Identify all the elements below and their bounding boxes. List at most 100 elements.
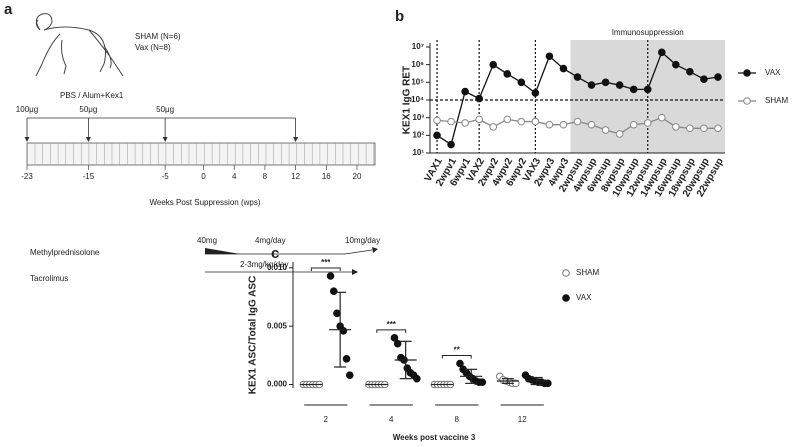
data-point [672,123,680,131]
x-tick-label: 12 [518,415,527,424]
data-point [714,124,722,133]
data-point [461,87,469,96]
data-point [643,85,652,94]
arrow-head [85,137,91,142]
data-point [478,378,487,386]
arrow-head [162,137,168,142]
data-point [545,52,554,61]
data-point [544,379,552,388]
drug-dose: 10mg/day [345,236,380,245]
dose-label: 50μg [156,105,174,114]
data-point [456,359,464,368]
y-tick-label: 10⁶ [411,60,424,69]
group-label: Vax (N=8) [135,43,171,52]
data-point [393,339,402,348]
data-point [615,81,624,89]
y-tick-label: 10⁴ [411,95,424,104]
timeline-box [26,142,376,166]
legend-marker [562,294,570,302]
y-tick-label: 10² [412,130,424,139]
data-point [686,124,694,133]
data-point [587,81,596,89]
data-point [326,272,335,280]
timeline-tick-label: 20 [353,172,362,181]
drug-name: Methylprednisolone [30,248,100,257]
shade-label: Immunosuppression [612,28,684,37]
data-point [573,73,582,81]
significance-bracket [310,267,341,271]
x-tick-label: 4 [389,415,394,424]
y-tick-label: 10⁵ [411,77,424,86]
drug-dose: 40mg [197,236,217,245]
treatment-label: PBS / Alum+Kex1 [60,91,124,100]
data-point [601,126,610,134]
legend-label: VAX [765,68,781,77]
taper-icon [205,248,240,254]
data-point [531,89,540,97]
y-tick-label: 0.005 [267,321,288,330]
data-point [629,85,638,94]
panel-label: b [395,8,404,25]
data-point [390,334,399,342]
data-point [573,117,582,126]
arrow-head [293,137,299,142]
data-point [489,123,498,131]
data-point [345,371,354,379]
monkey-icon [35,13,124,77]
data-point [433,131,441,140]
dose-label: 50μg [79,105,97,114]
data-point [686,67,694,76]
data-point [339,327,348,335]
data-point [461,119,469,127]
drug-dose: 4mg/day [255,236,286,245]
timeline-grid [34,143,375,165]
data-point [433,116,441,125]
data-point [475,115,483,124]
data-point [447,117,455,126]
data-point [587,120,596,129]
y-axis-label: KEX1 ASC/Total IgG ASC [248,276,259,395]
significance-bracket [441,355,472,359]
data-point [615,130,624,138]
significance-label: *** [321,258,331,267]
data-point [657,48,666,57]
y-tick-label: 0.010 [267,263,288,272]
drug-line [344,249,373,255]
legend-label: SHAM [576,268,599,277]
arrow-head [24,137,30,142]
data-point [629,120,638,129]
significance-label: *** [387,320,397,329]
data-point [559,120,568,129]
legend-label: VAX [576,293,592,302]
legend-marker [743,97,751,105]
timeline-tick-label: -23 [21,172,33,181]
y-tick-label: 0.000 [267,380,288,389]
x-tick-label: 2 [324,415,329,424]
data-point [643,119,652,127]
data-point [329,287,338,295]
data-point [559,64,568,73]
drug-name: Tacrolimus [30,274,68,283]
data-point [601,78,610,87]
panel-label: a [4,1,13,18]
y-tick-label: 10¹ [412,148,424,157]
timeline-tick-label: 4 [232,172,237,181]
timeline-label: Weeks Post Suppression (wps) [149,198,260,207]
timeline-tick-label: 16 [322,172,331,181]
timeline-tick-label: 8 [263,172,268,181]
data-point [503,115,512,124]
x-axis-label: Weeks post vaccine 3 [393,433,476,442]
data-point [545,120,554,129]
data-point [531,117,540,126]
timeline-tick-label: -15 [83,172,95,181]
data-point [700,124,708,133]
data-point [342,355,351,363]
arrow-head [372,247,378,253]
data-point [517,78,526,87]
data-point [447,140,455,149]
legend-marker [743,69,751,77]
dose-label: 100μg [16,105,38,114]
data-point [333,309,341,318]
significance-bracket [376,329,407,333]
